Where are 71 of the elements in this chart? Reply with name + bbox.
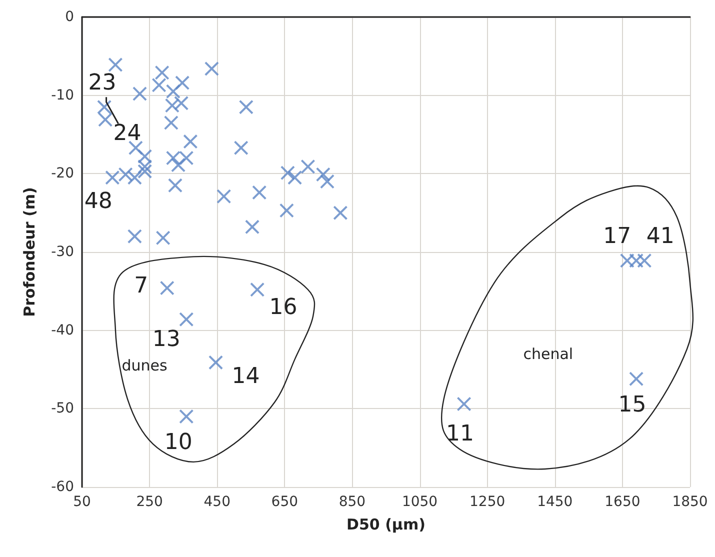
annotation: 16 [269,295,298,320]
point [179,410,194,424]
y-tick-label: -30 [51,244,74,260]
point [152,78,166,92]
x-tick-label: 1850 [672,494,708,510]
point [138,164,152,178]
point [160,281,174,296]
x-tick-label: 1650 [604,494,640,510]
x-axis-title: D50 (µm) [346,516,426,534]
point [155,66,170,80]
y-axis-title: Profondeur (m) [20,187,38,317]
point [108,58,122,72]
x-tick-label: 450 [204,494,230,510]
annotation: 15 [618,392,646,418]
annotation: 11 [446,421,474,446]
annotation: dunes [122,356,168,375]
annotation: chenal [523,344,574,363]
y-tick-label: 0 [65,9,74,25]
point [128,229,142,244]
annotation: 14 [232,364,260,389]
y-tick-label: -40 [51,322,74,338]
point [132,86,147,101]
point [171,158,186,172]
point [204,62,219,76]
x-tick-label: 50 [73,494,91,510]
point [252,185,266,200]
point [250,282,264,297]
point [97,100,112,114]
point [156,230,170,245]
annotation: 41 [646,224,674,250]
point [239,100,254,114]
y-tick-label: -20 [51,166,74,182]
point [164,116,178,130]
point [300,160,315,174]
point [457,396,472,411]
point [174,96,188,110]
point [105,170,120,185]
point [166,84,180,98]
point [128,170,142,185]
point [234,140,248,155]
y-tick-label: -10 [51,87,74,104]
x-tick-label: 250 [136,494,163,510]
x-tick-label: 1250 [470,494,506,510]
annotation: 10 [164,430,192,455]
point [183,134,198,149]
annotation: 48 [84,189,112,214]
point [118,167,133,182]
point [179,312,194,326]
x-tick-label: 850 [338,494,366,510]
annotation: 17 [603,224,632,250]
point [280,203,294,218]
point [168,178,182,192]
annotation: 13 [152,326,180,352]
y-tick-label: -60 [51,479,74,495]
annotation: 7 [134,274,148,299]
point [216,189,231,204]
point [637,254,652,268]
point [629,372,644,386]
annotation: 24 [113,121,142,146]
point [208,355,223,370]
point [288,170,302,185]
x-tick-label: 1050 [402,494,438,510]
x-tick-label: 1450 [537,494,573,510]
point [333,206,348,220]
x-tick-label: 650 [271,494,298,510]
annotation: 23 [88,70,116,96]
point [98,112,112,127]
point [165,98,180,113]
point [245,220,260,234]
y-tick-label: -50 [51,400,74,417]
point [320,174,334,188]
